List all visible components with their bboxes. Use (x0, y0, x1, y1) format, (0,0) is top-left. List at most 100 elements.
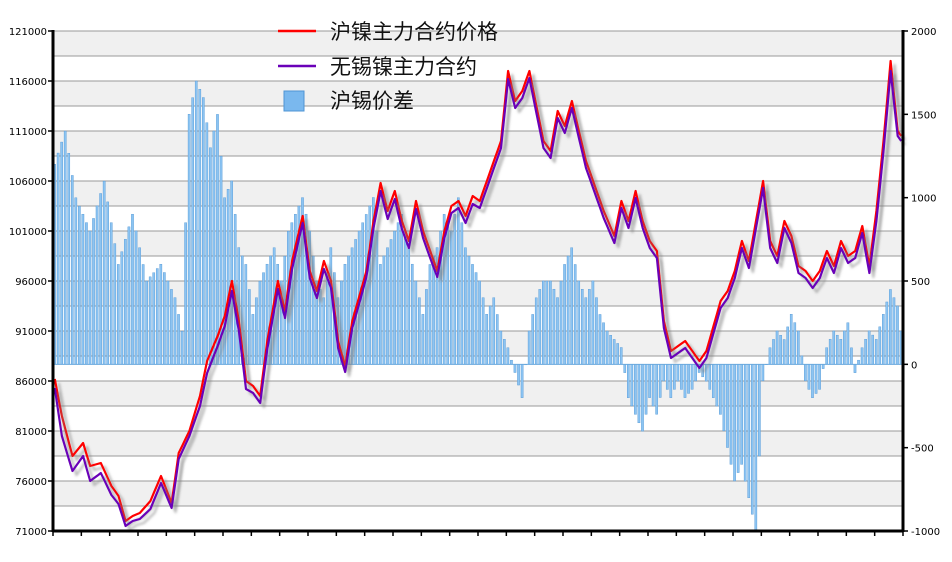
spread-bar (605, 330, 609, 365)
spread-bar (311, 255, 315, 365)
spread-bar (616, 343, 619, 365)
spread-bar (835, 334, 839, 365)
spread-bar (570, 247, 573, 365)
spread-bar (658, 364, 662, 398)
spread-bar (138, 247, 141, 365)
spread-bar (531, 314, 534, 365)
right-tick-label: -1000 (911, 527, 940, 538)
spread-bar (828, 338, 832, 365)
spread-bar (488, 305, 492, 365)
right-tick-label: 0 (911, 360, 917, 371)
spread-bar (474, 272, 478, 365)
spread-bar (471, 264, 474, 365)
spread-bar (117, 264, 120, 365)
right-tick-label: -500 (911, 444, 934, 455)
spread-bar (109, 222, 113, 365)
series-line (53, 69, 903, 528)
legend-item-wuxi-nickel: 无锡镍主力合约 (278, 55, 477, 79)
spread-bar (871, 334, 874, 365)
spread-bar (680, 364, 683, 390)
spread-bar (166, 280, 170, 365)
spread-bar (134, 230, 138, 365)
left-tick-label: 101000 (9, 227, 47, 238)
spread-bar (839, 339, 843, 365)
spread-bar (131, 214, 134, 365)
spread-bar (375, 230, 379, 365)
spread-bar (853, 364, 857, 373)
spread-bar (797, 330, 800, 365)
spread-bar (237, 247, 241, 365)
spread-bar (492, 297, 496, 365)
spread-bar (818, 364, 821, 390)
spread-bar (761, 364, 765, 382)
spread-bar (768, 347, 772, 365)
spread-bar (598, 314, 602, 365)
spread-bar (885, 301, 889, 365)
spread-bar (364, 214, 368, 365)
grid-band (53, 281, 903, 306)
spread-bar (92, 218, 95, 365)
spread-bar (407, 247, 411, 365)
x-axis-ticks (52, 531, 904, 536)
spread-bar (216, 114, 219, 365)
spread-bar (63, 130, 67, 365)
grid-band (53, 156, 903, 181)
spread-bar (644, 364, 648, 415)
spread-bar (95, 205, 99, 365)
spread-bar (846, 322, 850, 365)
spread-bar (736, 364, 740, 473)
spread-bar (60, 141, 63, 365)
spread-bar (566, 255, 570, 365)
grid-bands (53, 31, 903, 531)
spread-bar (704, 364, 708, 382)
spread-bar (892, 297, 896, 365)
grid-band (53, 81, 903, 106)
right-tick-label: 500 (911, 277, 930, 288)
spread-bar (432, 255, 435, 365)
spread-bar (655, 364, 658, 415)
left-tick-label: 76000 (15, 477, 47, 488)
left-tick-label: 116000 (9, 77, 47, 88)
left-tick-label: 86000 (15, 377, 47, 388)
spread-bar (506, 347, 510, 365)
right-tick-label: 2000 (911, 27, 936, 38)
spread-bar (322, 297, 326, 365)
spread-bar (690, 364, 694, 390)
spread-bar (230, 180, 233, 365)
spread-bar (202, 97, 205, 365)
spread-bar (740, 364, 743, 465)
spread-bar (258, 280, 262, 365)
spread-bar (807, 364, 811, 390)
spread-bar (155, 268, 159, 365)
spread-bar (733, 364, 736, 482)
spread-bar (793, 322, 797, 365)
spread-bar (124, 239, 127, 365)
spread-bar (343, 263, 347, 365)
legend-swatch-spread (283, 90, 305, 112)
spread-bar (627, 364, 630, 398)
spread-bar (499, 330, 503, 365)
spread-bar (382, 255, 386, 365)
legend-item-spread: 沪锡价差 (283, 89, 414, 113)
spread-bar (850, 347, 853, 365)
spread-bar (782, 339, 786, 365)
spread-bar (722, 364, 726, 432)
spread-bar (694, 364, 697, 382)
left-tick-label: 96000 (15, 277, 47, 288)
spread-bar (673, 364, 676, 390)
grid-band (53, 181, 903, 206)
spread-bar (113, 243, 117, 365)
spread-bar (467, 255, 471, 365)
spread-bar (609, 335, 612, 365)
spread-bar (708, 364, 712, 390)
spread-bar (789, 314, 793, 365)
grid-band (53, 306, 903, 331)
spread-bar (517, 364, 520, 386)
spread-bar (637, 364, 641, 424)
spread-bar (464, 247, 467, 365)
spread-bar (715, 364, 719, 407)
spread-bar (425, 289, 428, 365)
spread-bar (453, 214, 457, 365)
spread-bar (612, 339, 616, 365)
legend-item-shfe-nickel: 沪镍主力合约价格 (278, 20, 498, 44)
